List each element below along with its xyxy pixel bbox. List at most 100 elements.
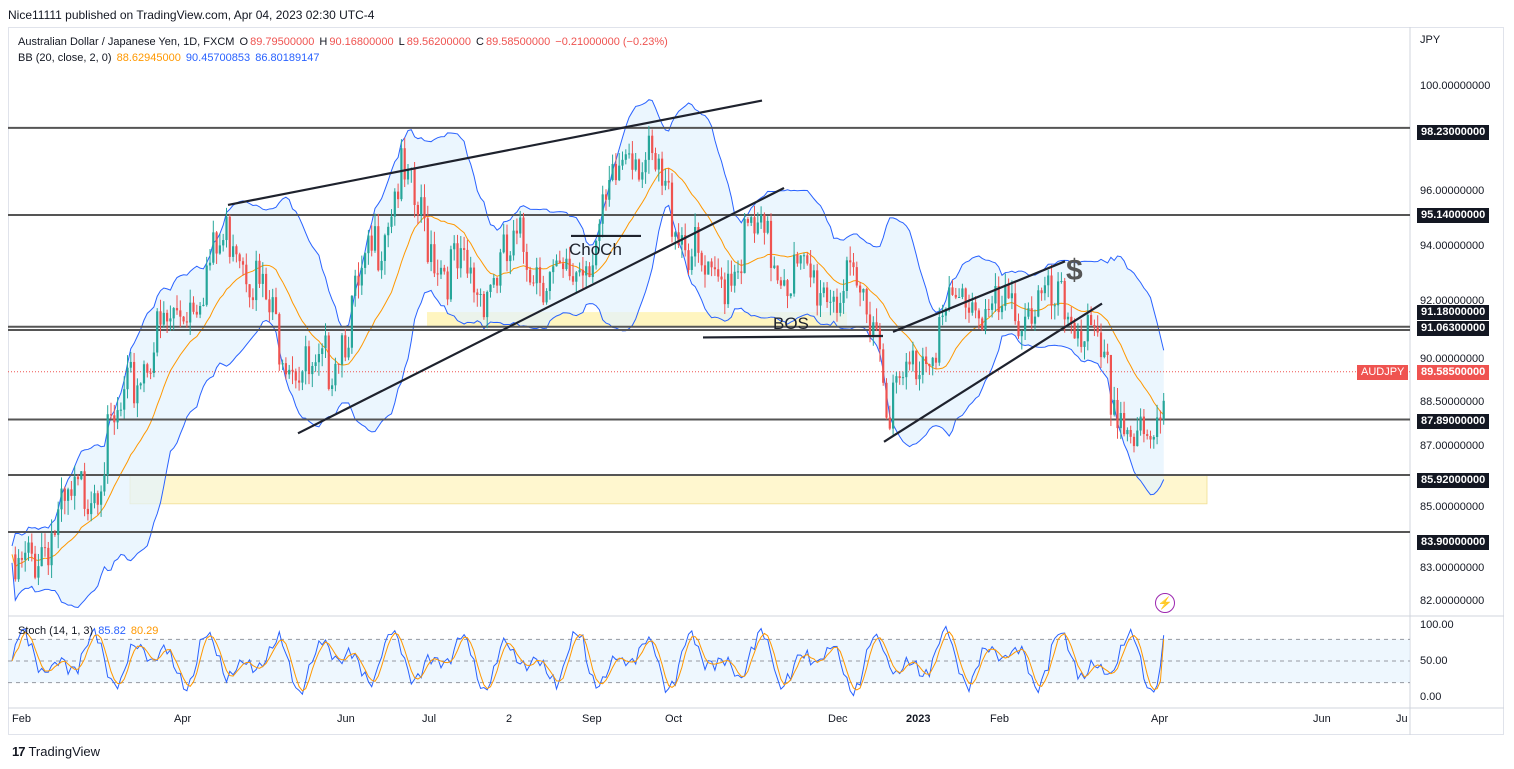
candle-body xyxy=(327,335,330,390)
candle-body xyxy=(152,352,155,373)
stoch-label[interactable]: Stoch (14, 1, 3) xyxy=(18,625,94,637)
candle-body xyxy=(862,288,865,293)
level-tag[interactable]: 91.18000000 xyxy=(1417,305,1490,320)
symbol-name[interactable]: Australian Dollar / Japanese Yen, 1D, FX… xyxy=(18,36,235,48)
candle-body xyxy=(786,280,789,297)
candle-body xyxy=(806,255,809,264)
candle-body xyxy=(463,248,466,250)
candle-body xyxy=(598,223,601,241)
candle-body xyxy=(241,261,245,265)
candle-body xyxy=(63,488,66,501)
candle-body xyxy=(43,547,47,549)
level-tag[interactable]: 85.92000000 xyxy=(1417,473,1490,488)
time-tick: Jun xyxy=(1313,713,1331,725)
dollar-annotation[interactable]: $ xyxy=(1066,254,1083,287)
candle-body xyxy=(502,234,505,253)
level-tag[interactable]: 98.23000000 xyxy=(1417,125,1490,140)
candle-body xyxy=(235,246,238,255)
candle-body xyxy=(855,267,858,286)
candle-body xyxy=(291,369,294,372)
symbol-tag[interactable]: AUDJPY xyxy=(1357,365,1409,380)
candle-body xyxy=(677,232,680,245)
candle-body xyxy=(1007,284,1010,299)
candle-body xyxy=(971,302,974,313)
price-tick: 83.00000000 xyxy=(1420,562,1485,574)
level-tag[interactable]: 87.89000000 xyxy=(1417,414,1490,429)
candle-body xyxy=(331,385,334,390)
candle-body xyxy=(133,361,136,404)
candle-body xyxy=(911,350,914,365)
candle-body xyxy=(116,410,119,423)
candle-body xyxy=(100,491,103,505)
bb-label[interactable]: BB (20, close, 2, 0) xyxy=(18,52,112,64)
candle-body xyxy=(307,346,311,375)
lightning-icon[interactable]: ⚡ xyxy=(1155,593,1175,613)
candle-body xyxy=(542,282,545,303)
level-tag[interactable]: 83.90000000 xyxy=(1417,535,1490,550)
level-tag[interactable]: 95.14000000 xyxy=(1417,208,1490,223)
candle-body xyxy=(370,235,373,251)
candle-body xyxy=(964,288,967,308)
candle-body xyxy=(278,314,281,365)
candle-body xyxy=(109,414,113,416)
candle-body xyxy=(119,409,122,411)
candle-body xyxy=(621,159,624,166)
candle-body xyxy=(245,264,248,285)
candle-body xyxy=(90,503,93,515)
candle-body xyxy=(397,191,400,200)
close-label: C xyxy=(476,36,484,48)
candle-body xyxy=(1060,281,1063,283)
candle-body xyxy=(423,197,426,219)
candle-body xyxy=(1050,275,1053,306)
candle-body xyxy=(403,148,406,180)
candle-body xyxy=(129,361,132,368)
time-tick: 2023 xyxy=(906,713,931,725)
candle-body xyxy=(634,159,637,170)
candle-body xyxy=(631,153,634,170)
candle-body xyxy=(86,508,89,515)
candle-body xyxy=(1000,306,1004,313)
candle-body xyxy=(1152,436,1155,440)
bos-annotation[interactable]: BOS xyxy=(773,314,809,333)
candle-body xyxy=(756,222,759,234)
candle-body xyxy=(898,376,901,379)
candle-body xyxy=(40,547,43,567)
price-tick: 87.00000000 xyxy=(1420,440,1485,452)
candle-body xyxy=(1113,399,1116,415)
candle-body xyxy=(674,232,677,237)
candle-body xyxy=(416,204,419,216)
candle-body xyxy=(667,180,670,183)
candle-body xyxy=(479,293,482,295)
candle-body xyxy=(984,308,987,330)
candle-body xyxy=(717,269,720,277)
tradingview-brand[interactable]: 17 TradingView xyxy=(12,744,100,759)
candle-body xyxy=(888,417,891,429)
current-price-tag[interactable]: 89.58500000 xyxy=(1417,365,1490,380)
candle-body xyxy=(106,414,109,475)
candle-body xyxy=(766,220,769,233)
candle-body xyxy=(948,287,951,309)
level-tag[interactable]: 91.06300000 xyxy=(1417,321,1490,336)
candle-body xyxy=(958,296,961,298)
candle-body xyxy=(585,266,588,276)
candle-body xyxy=(288,369,291,375)
candle-body xyxy=(469,267,472,274)
candle-body xyxy=(393,191,396,217)
candle-body xyxy=(60,488,63,510)
candle-body xyxy=(1109,354,1112,415)
candle-body xyxy=(558,260,561,264)
candle-body xyxy=(839,302,842,313)
candle-body xyxy=(202,304,205,306)
candle-body xyxy=(885,382,888,418)
candle-body xyxy=(545,291,548,303)
candle-body xyxy=(835,296,839,313)
candle-body xyxy=(783,280,786,286)
candle-body xyxy=(1162,400,1165,420)
candle-body xyxy=(482,293,485,318)
price-tick: 100.00000000 xyxy=(1420,80,1491,92)
candle-body xyxy=(601,194,604,224)
candle-body xyxy=(661,158,664,186)
choch-annotation[interactable]: ChoCh xyxy=(569,240,622,259)
candle-body xyxy=(136,385,139,404)
